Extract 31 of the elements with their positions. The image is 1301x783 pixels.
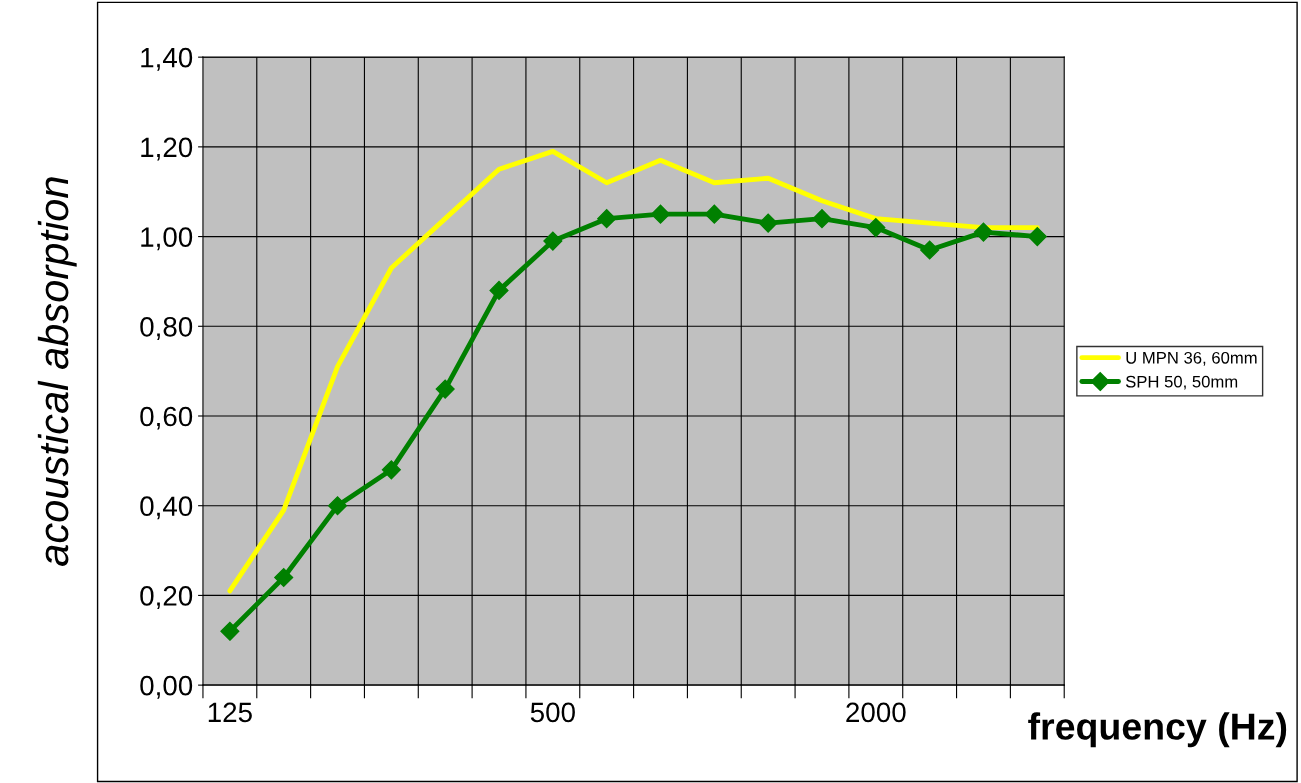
point: [597, 209, 617, 229]
y-axis-title: acoustical absorption: [37, 177, 77, 566]
point: [758, 213, 778, 233]
point: [220, 621, 240, 641]
point: [274, 567, 294, 588]
point: [327, 496, 348, 516]
y-tick-label: 0,40: [140, 496, 193, 520]
x-tick-label: 500: [530, 702, 575, 723]
x-axis-title: frequency (Hz): [1028, 712, 1287, 748]
x-tick-label: 125: [208, 702, 252, 723]
y-tick-label: 1,20: [141, 137, 193, 161]
legend-label: U MPN 36, 60mm: [1126, 351, 1257, 366]
point: [543, 231, 563, 251]
x-tick-label: 2000: [846, 702, 906, 723]
y-tick-label: 1,00: [141, 227, 193, 251]
y-tick-label: 0,00: [140, 675, 193, 699]
legend-label: SPH 50, 50mm: [1125, 375, 1238, 390]
point: [973, 222, 994, 242]
y-tick-label: 0,80: [140, 316, 193, 340]
point: [435, 379, 455, 399]
y-tick-label: 1,40: [141, 47, 193, 71]
y-tick-label: 0,20: [140, 586, 193, 610]
point: [650, 204, 671, 224]
point: [704, 204, 724, 224]
point: [866, 218, 886, 238]
point: [381, 460, 401, 480]
point: [812, 209, 832, 229]
y-tick-label: 0,60: [140, 406, 193, 430]
point: [489, 280, 509, 300]
point: [920, 240, 940, 260]
point: [1027, 227, 1047, 247]
